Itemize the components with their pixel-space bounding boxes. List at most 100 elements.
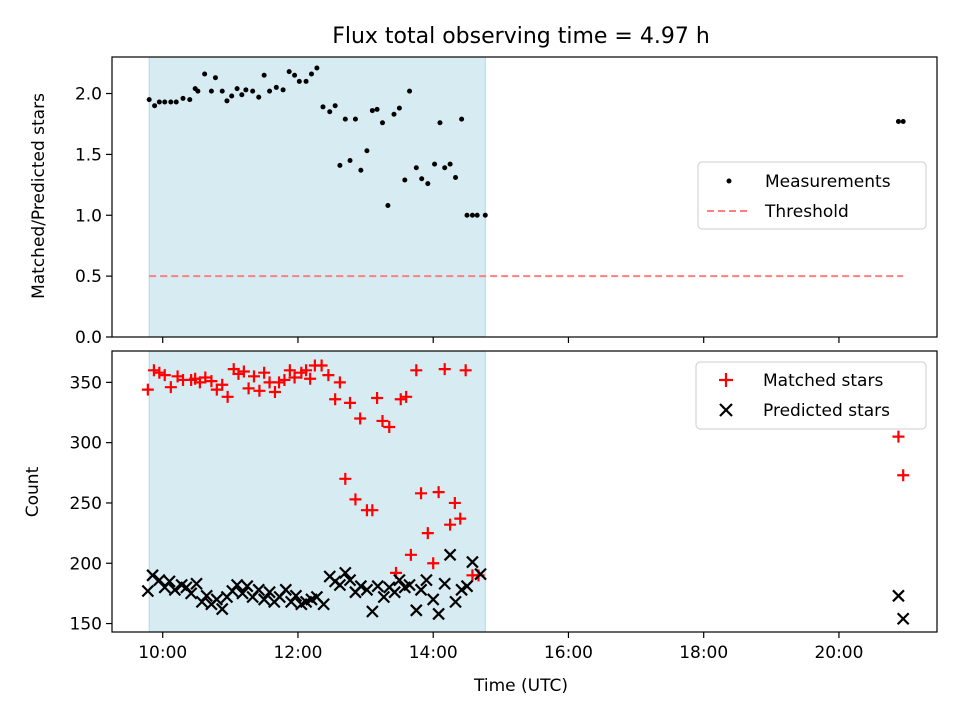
- matched-point: [273, 376, 286, 389]
- matched-point: [278, 373, 291, 386]
- measurement-point: [895, 119, 901, 125]
- measurement-point: [273, 84, 279, 90]
- matched-point: [248, 370, 261, 383]
- matched-point: [892, 430, 905, 443]
- measurement-point: [459, 116, 465, 122]
- matched-point: [315, 359, 328, 372]
- x-tick-label: 10:00: [138, 643, 187, 663]
- measurement-point: [402, 177, 408, 183]
- predicted-point: [403, 578, 416, 592]
- measurement-point: [437, 120, 443, 126]
- measurement-point: [146, 97, 152, 103]
- measurement-point: [442, 165, 448, 171]
- measurement-point: [280, 87, 286, 93]
- predicted-point: [371, 579, 385, 593]
- observing-span-bottom: [148, 350, 486, 633]
- predicted-point: [410, 604, 423, 617]
- measurement-point: [224, 98, 230, 104]
- predicted-point: [163, 575, 176, 588]
- predicted-point: [168, 583, 182, 597]
- predicted-point: [466, 555, 479, 569]
- predicted-point: [377, 590, 391, 604]
- measurement-point: [296, 78, 302, 84]
- measurement-point: [425, 181, 431, 187]
- bottom-legend: Matched stars Predicted stars: [695, 361, 927, 430]
- measurement-point: [337, 162, 343, 168]
- matched-point: [349, 493, 362, 506]
- matched-point: [147, 364, 160, 377]
- matched-point: [268, 386, 281, 399]
- predicted-point: [393, 573, 406, 587]
- measurement-point: [374, 106, 380, 112]
- predicted-point: [263, 585, 276, 599]
- predicted-point: [333, 578, 347, 592]
- matched-point: [322, 369, 335, 382]
- predicted-point: [240, 579, 254, 593]
- measurement-point: [152, 103, 158, 109]
- predicted-point: [426, 593, 440, 606]
- measurement-point: [239, 92, 245, 98]
- measurement-point: [432, 161, 438, 167]
- predicted-point: [354, 579, 368, 593]
- y-tick-label: 2.0: [75, 85, 102, 105]
- matched-point: [459, 364, 472, 377]
- matched-point: [427, 557, 440, 570]
- matched-point: [432, 486, 445, 499]
- y-tick-label: 0.0: [75, 328, 102, 348]
- predicted-point: [279, 583, 293, 597]
- measurement-point: [234, 86, 240, 92]
- measurement-point: [385, 203, 391, 209]
- x-tick-label: 20:00: [814, 643, 863, 663]
- measurement-point: [464, 212, 470, 218]
- y-tick-label: 200: [70, 554, 102, 574]
- matched-point: [164, 381, 177, 394]
- matched-point: [376, 414, 389, 427]
- x-tick-label: 14:00: [409, 643, 458, 663]
- measurement-point: [208, 88, 214, 94]
- y-tick-label: 300: [70, 434, 102, 454]
- matched-point: [333, 376, 346, 389]
- measurement-point: [474, 212, 480, 218]
- matched-point: [354, 412, 367, 425]
- predicted-point: [289, 589, 303, 603]
- legend-measurements-label: Measurements: [765, 172, 891, 192]
- measurement-point: [320, 104, 326, 110]
- y-tick-label: 250: [70, 494, 102, 514]
- matched-point: [897, 469, 910, 482]
- predicted-point: [343, 573, 357, 587]
- measurement-point: [267, 88, 273, 94]
- y-tick-label: 350: [70, 373, 102, 393]
- matched-point: [454, 512, 467, 525]
- measurement-point: [173, 99, 179, 105]
- measurement-point: [250, 88, 256, 94]
- measurement-point: [261, 72, 267, 78]
- predicted-point: [236, 587, 249, 600]
- measurement-point: [453, 175, 459, 181]
- y-tick-label: 0.5: [75, 267, 102, 287]
- measurement-point: [900, 119, 906, 125]
- matched-point: [153, 366, 166, 379]
- matched-point: [438, 363, 451, 376]
- matched-point: [242, 382, 255, 395]
- matched-point: [421, 527, 434, 540]
- predicted-point: [366, 605, 379, 618]
- measurement-point: [482, 212, 488, 218]
- measurement-point: [352, 116, 358, 122]
- predicted-point: [200, 589, 213, 603]
- predicted-point: [455, 583, 468, 597]
- measurement-point: [229, 93, 235, 99]
- x-tick-label: 16:00: [544, 643, 593, 663]
- bottom-panel-marks: [141, 359, 910, 626]
- measurement-point: [327, 109, 333, 115]
- matched-point: [371, 392, 384, 405]
- matched-point: [300, 364, 313, 377]
- measurement-point: [308, 71, 314, 77]
- measurement-point: [332, 103, 338, 109]
- measurement-point: [180, 95, 186, 101]
- matched-point: [253, 384, 266, 397]
- measurement-point: [469, 212, 475, 218]
- measurement-point: [286, 69, 292, 75]
- matched-point: [339, 472, 352, 485]
- matched-point: [410, 364, 423, 377]
